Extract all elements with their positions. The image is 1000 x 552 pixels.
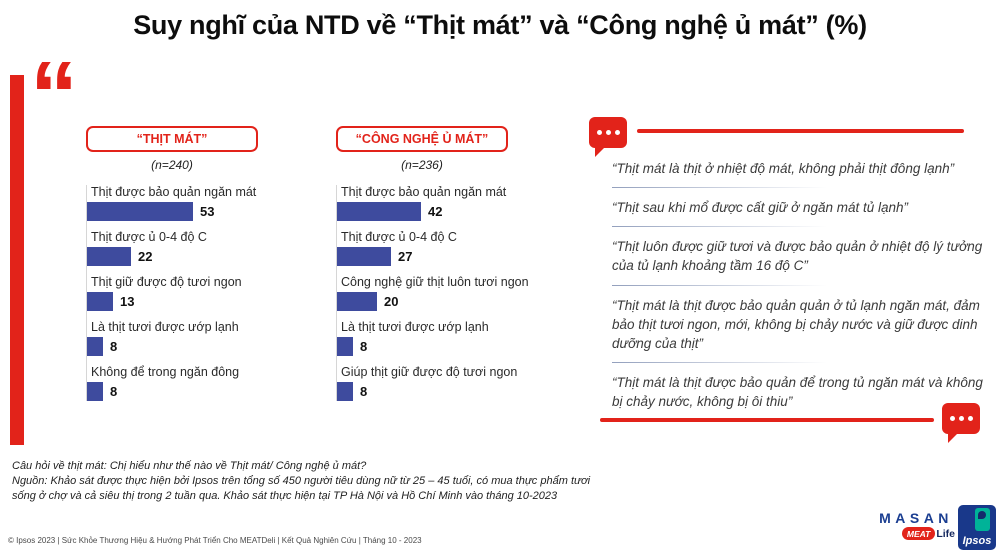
bar-label: Thịt giữ được độ tươi ngon	[91, 275, 242, 289]
page-title: Suy nghĩ của NTD về “Thịt mát” và “Công …	[133, 10, 867, 40]
bar-label: Công nghệ giữ thịt luôn tươi ngon	[341, 275, 529, 289]
chat-bubble-icon	[942, 403, 980, 443]
sample-size-label: (n=236)	[401, 158, 443, 172]
bar-row: 22	[87, 247, 326, 266]
bar-row: 42	[337, 202, 576, 221]
left-accent-bar	[10, 75, 24, 445]
bar-value: 8	[110, 384, 118, 399]
bar-item: Công nghệ giữ thịt luôn tươi ngon 20	[337, 275, 576, 311]
bar-value: 27	[398, 249, 413, 264]
bubble-dot	[958, 416, 964, 421]
bubble-dot	[949, 416, 955, 421]
bar	[337, 382, 353, 401]
bar-item: Không để trong ngăn đông 8	[87, 365, 326, 401]
quote-item: “Thịt sau khi mổ được cất giữ ở ngăn mát…	[612, 198, 990, 227]
bar	[87, 382, 103, 401]
footnote-question: Câu hỏi về thịt mát: Chị hiểu như thế nà…	[12, 460, 367, 472]
bar-list: Thịt được bảo quản ngăn mát 53 Thịt được…	[86, 185, 326, 401]
bar	[87, 202, 193, 221]
chat-bubble-icon	[589, 117, 627, 157]
bar-value: 22	[138, 249, 153, 264]
bar-value: 42	[428, 204, 443, 219]
bar-label: Thịt được ủ 0-4 độ C	[91, 230, 207, 244]
quote-item: “Thịt mát là thịt được bảo quản để trong…	[612, 375, 983, 410]
bar	[87, 292, 113, 311]
bar-item: Thịt được bảo quản ngăn mát 53	[87, 185, 326, 221]
masan-wordmark: MASAN	[879, 510, 953, 526]
sample-size-label: (n=240)	[151, 158, 193, 172]
bar-item: Là thịt tươi được ướp lạnh 8	[87, 320, 326, 356]
bar-item: Thịt được ủ 0-4 độ C 27	[337, 230, 576, 266]
bar-item: Thịt được ủ 0-4 độ C 22	[87, 230, 326, 266]
bar-label: Thịt được ủ 0-4 độ C	[341, 230, 457, 244]
quote-icon	[30, 48, 78, 144]
footnote: Câu hỏi về thịt mát: Chị hiểu như thế nà…	[12, 459, 604, 504]
bubble-dot	[614, 130, 620, 135]
bar	[87, 337, 103, 356]
quote-item: “Thịt mát là thịt được bảo quản quản ở t…	[612, 296, 990, 363]
bar-value: 8	[110, 339, 118, 354]
bar-row: 27	[337, 247, 576, 266]
life-label: Life	[936, 527, 955, 540]
chart-title-badge: “CÔNG NGHỆ Ủ MÁT”	[336, 126, 508, 152]
bar-row: 8	[87, 382, 326, 401]
bar	[337, 292, 377, 311]
bar-label: Là thịt tươi được ướp lạnh	[91, 320, 239, 334]
bar-row: 8	[337, 382, 576, 401]
bubble-dot	[967, 416, 973, 421]
bar-label: Thịt được bảo quản ngăn mát	[341, 185, 507, 199]
meatlife-wordmark: MEAT Life	[876, 527, 956, 540]
bar	[337, 247, 391, 266]
bar-item: Thịt được bảo quản ngăn mát 42	[337, 185, 576, 221]
ipsos-face-icon	[978, 511, 986, 519]
bubble-dot	[605, 130, 611, 135]
bar-item: Thịt giữ được độ tươi ngon 13	[87, 275, 326, 311]
quote-item: “Thịt luôn được giữ tươi và được bảo quả…	[612, 237, 990, 285]
ipsos-wordmark: Ipsos	[962, 535, 992, 547]
quote-item: “Thịt mát là thịt ở nhiệt độ mát, không …	[612, 159, 990, 188]
bar	[337, 202, 421, 221]
masan-logo: MASAN MEAT Life	[876, 510, 956, 540]
chart-title-badge: “THỊT MÁT”	[86, 126, 258, 152]
bar-row: 53	[87, 202, 326, 221]
bar-item: Là thịt tươi được ướp lạnh 8	[337, 320, 576, 356]
bar-label: Không để trong ngăn đông	[91, 365, 240, 379]
bar-label: Giúp thịt giữ được độ tươi ngon	[341, 365, 518, 379]
bar-item: Giúp thịt giữ được độ tươi ngon 8	[337, 365, 576, 401]
bar-value: 8	[360, 384, 368, 399]
bar-row: 8	[87, 337, 326, 356]
chart-cong-nghe-u-mat: “CÔNG NGHỆ Ủ MÁT” (n=236) Thịt được bảo …	[336, 126, 576, 410]
meat-badge: MEAT	[901, 527, 936, 540]
ipsos-logo: Ipsos	[958, 505, 996, 550]
bubble-dot	[596, 130, 602, 135]
footnote-source: Nguồn: Khảo sát được thực hiện bởi Ipsos…	[12, 474, 591, 502]
bar-value: 20	[384, 294, 399, 309]
bar-value: 13	[120, 294, 135, 309]
consumer-quotes: “Thịt mát là thịt ở nhiệt độ mát, không …	[612, 159, 990, 421]
chart-thit-mat: “THỊT MÁT” (n=240) Thịt được bảo quản ng…	[86, 126, 326, 410]
copyright-text: © Ipsos 2023 | Sức Khỏe Thương Hiệu & Hư…	[8, 536, 422, 545]
bar-row: 13	[87, 292, 326, 311]
bar-list: Thịt được bảo quản ngăn mát 42 Thịt được…	[336, 185, 576, 401]
bar-row: 8	[337, 337, 576, 356]
top-divider-line	[637, 129, 964, 133]
bar	[87, 247, 131, 266]
bar	[337, 337, 353, 356]
bar-value: 53	[200, 204, 215, 219]
bar-row: 20	[337, 292, 576, 311]
bar-label: Thịt được bảo quản ngăn mát	[91, 185, 257, 199]
bar-label: Là thịt tươi được ướp lạnh	[341, 320, 489, 334]
bar-value: 8	[360, 339, 368, 354]
bottom-divider-line	[600, 418, 934, 422]
